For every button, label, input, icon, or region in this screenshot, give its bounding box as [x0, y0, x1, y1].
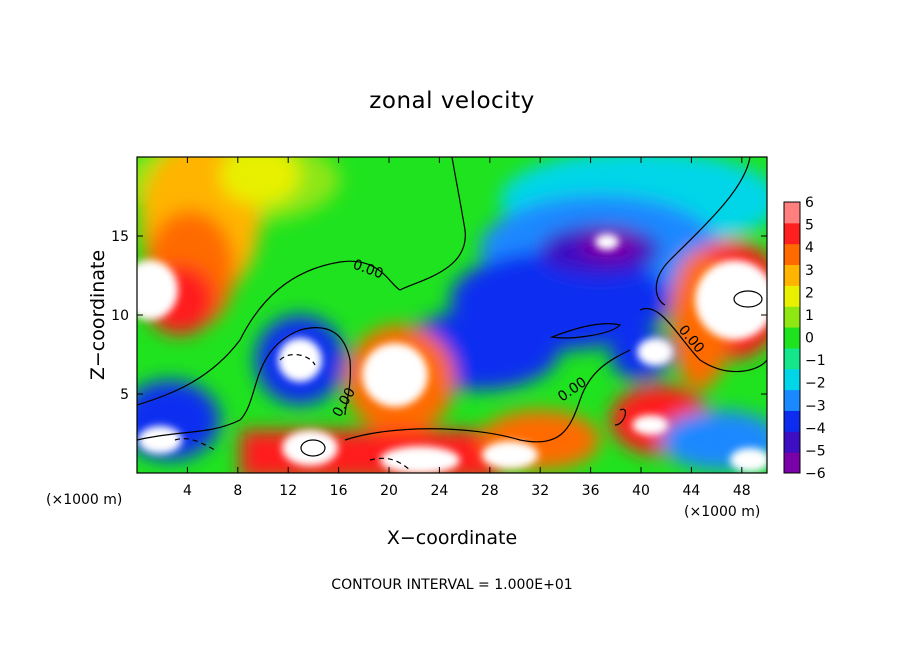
x-tick-label: 12 — [279, 483, 297, 499]
colorbar-swatch — [784, 306, 800, 328]
heatmap-field — [137, 157, 767, 473]
contour-interval-note: CONTOUR INTERVAL = 1.000E+01 — [331, 577, 573, 593]
x-unit-label-right: (×1000 m) — [684, 504, 761, 520]
x-axis: 4 8 12 16 20 24 28 32 36 40 44 48 — [183, 157, 751, 499]
x-tick-label: 40 — [632, 483, 650, 499]
colorbar-swatch — [784, 264, 800, 286]
x-tick-label: 20 — [380, 483, 398, 499]
colorbar-tick-label: −4 — [805, 421, 826, 437]
colorbar-tick-label: 6 — [805, 195, 814, 211]
y-axis-label: Z−coordinate — [87, 249, 109, 381]
colorbar-swatch — [784, 327, 800, 349]
zero-contours — [137, 157, 767, 471]
x-tick-label: 24 — [430, 483, 448, 499]
y-tick-label: 10 — [111, 308, 129, 324]
colorbar-frame — [783, 201, 801, 474]
y-tick-label: 15 — [111, 229, 129, 245]
x-tick-label: 4 — [183, 483, 192, 499]
colorbar-swatch — [784, 285, 800, 307]
colorbar-swatch — [784, 389, 800, 411]
x-tick-label: 44 — [682, 483, 700, 499]
chart-title: zonal velocity — [369, 88, 535, 114]
colorbar-tick-label: 5 — [805, 218, 814, 234]
x-unit-label: (×1000 m) — [46, 492, 123, 508]
colorbar-swatch — [784, 410, 800, 432]
x-tick-label: 8 — [233, 483, 242, 499]
colorbar-tick-label: −2 — [805, 376, 826, 392]
x-tick-label: 16 — [330, 483, 348, 499]
x-tick-label: 32 — [531, 483, 549, 499]
colorbar-swatch — [784, 368, 800, 391]
colorbar-swatch — [784, 347, 800, 370]
colorbar-tick-label: 3 — [805, 263, 814, 279]
colorbar-swatch — [784, 243, 800, 266]
x-tick-label: 48 — [733, 483, 751, 499]
colorbar-tick-label: 1 — [805, 308, 814, 324]
colorbar-swatch — [784, 222, 800, 245]
colorbar: 6 5 4 3 2 1 0 −1 −2 −3 −4 −5 −6 — [783, 195, 826, 482]
x-tick-label: 28 — [481, 483, 499, 499]
y-tick-label: 5 — [120, 387, 129, 403]
colorbar-tick-label: −5 — [805, 443, 826, 459]
colorbar-tick-label: 0 — [805, 331, 814, 347]
x-axis-label: X−coordinate — [386, 527, 518, 549]
colorbar-swatch — [784, 452, 800, 474]
colorbar-tick-label: 4 — [805, 240, 814, 256]
colorbar-tick-label: −1 — [805, 353, 826, 369]
colorbar-tick-label: −3 — [805, 398, 826, 414]
colorbar-tick-label: 2 — [805, 285, 814, 301]
colorbar-swatch — [784, 202, 800, 224]
colorbar-swatch — [784, 431, 800, 453]
colorbar-tick-label: −6 — [805, 466, 826, 482]
x-tick-label: 36 — [582, 483, 600, 499]
y-axis: 5 10 15 — [111, 229, 767, 403]
